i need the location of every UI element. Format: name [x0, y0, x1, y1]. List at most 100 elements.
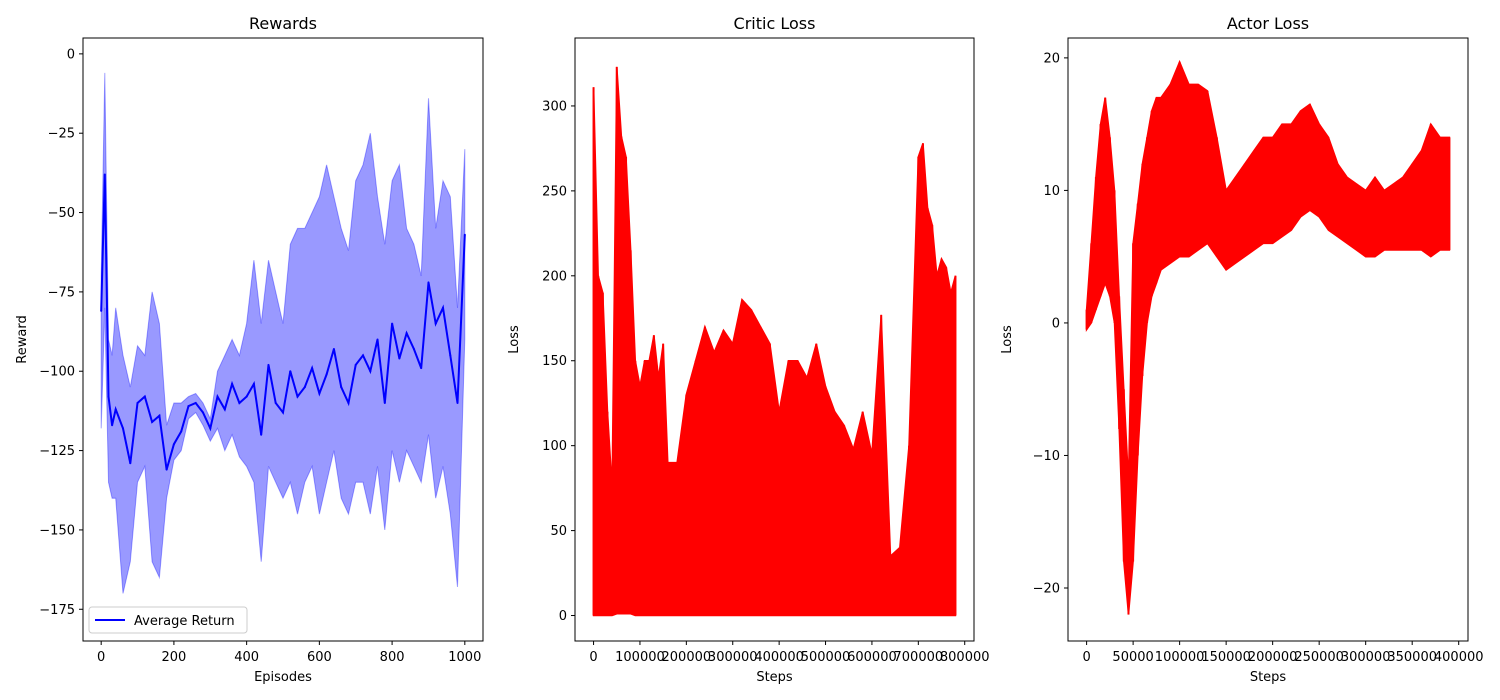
x-tick-label: 400000: [754, 650, 804, 665]
actor-loss-ticks: 0 50000 1000001500002000002500003000003500…: [1033, 51, 1484, 665]
rewards-panel: Rewards Episodes Reward 0 200 400 600 800 100…: [15, 14, 484, 685]
average-return-point: [100, 309, 103, 312]
average-return-point: [209, 427, 212, 430]
actor-loss-xlabel: Steps: [1250, 670, 1287, 685]
x-tick-label: 200000: [662, 650, 712, 665]
y-tick-label: 150: [542, 354, 567, 369]
average-return-point: [456, 401, 459, 404]
y-tick-label: 100: [542, 439, 567, 454]
y-tick-label: 50: [550, 524, 567, 539]
x-tick-label: 200: [161, 650, 186, 665]
y-tick-label: 250: [542, 184, 567, 199]
average-return-point: [340, 386, 343, 389]
y-tick-label: −100: [39, 365, 75, 380]
average-return-point: [391, 322, 394, 325]
average-return-point: [376, 338, 379, 341]
average-return-point: [267, 363, 270, 366]
critic-loss-xlabel: Steps: [756, 670, 793, 685]
average-return-point: [332, 348, 335, 351]
average-return-point: [238, 401, 241, 404]
actor-loss-ylabel: Loss: [1000, 325, 1015, 354]
y-tick-label: 20: [1043, 51, 1060, 66]
average-return-point: [325, 373, 328, 376]
x-tick-label: 800000: [940, 650, 990, 665]
y-tick-label: −125: [39, 444, 75, 459]
x-tick-label: 600000: [847, 650, 897, 665]
rewards-axes-frame: [82, 37, 484, 642]
x-tick-label: 50000: [1112, 650, 1153, 665]
y-tick-label: 0: [1052, 316, 1060, 331]
average-return-point: [202, 411, 204, 414]
critic-loss-ylabel: Loss: [507, 325, 522, 354]
legend-label-average-return: Average Return: [134, 614, 235, 629]
average-return-point: [369, 370, 372, 373]
average-return-point: [187, 405, 190, 408]
average-return-point: [311, 367, 314, 370]
average-return-point: [362, 354, 364, 357]
y-tick-label: −20: [1033, 581, 1060, 596]
average-return-point: [289, 370, 292, 373]
actor-loss-marks: [1085, 59, 1451, 615]
average-return-point: [318, 392, 321, 395]
critic-loss-ticks: 0 100000200000300000400000500000600000700…: [542, 99, 989, 665]
x-tick-label: 100000: [615, 650, 665, 665]
average-return-point: [463, 233, 466, 236]
average-return-point: [260, 433, 263, 436]
average-return-point: [427, 281, 430, 284]
x-tick-label: 150000: [1201, 650, 1251, 665]
average-return-point: [245, 395, 248, 398]
y-tick-label: −75: [48, 285, 75, 300]
x-tick-label: 0: [97, 650, 105, 665]
average-return-point: [129, 462, 132, 465]
average-return-point: [216, 395, 219, 398]
average-return-point: [107, 395, 110, 398]
x-tick-label: 300000: [1341, 650, 1391, 665]
average-return-point: [223, 408, 226, 411]
reward-std-band: [100, 72, 466, 594]
y-tick-label: −25: [48, 127, 75, 142]
y-tick-label: −50: [48, 206, 75, 221]
average-return-point: [194, 401, 197, 404]
critic-loss-area: [592, 66, 957, 617]
average-return-point: [354, 363, 357, 366]
y-tick-label: 200: [542, 269, 567, 284]
average-return-point: [158, 414, 161, 417]
rewards-ylabel: Reward: [15, 315, 30, 363]
x-tick-label: 500000: [801, 650, 851, 665]
x-tick-label: 1000: [448, 650, 481, 665]
average-return-point: [252, 382, 255, 385]
actor-loss-area: [1085, 59, 1451, 615]
x-tick-label: 200000: [1248, 650, 1298, 665]
average-return-point: [405, 332, 408, 335]
y-tick-label: −175: [39, 603, 75, 618]
x-tick-label: 250000: [1294, 650, 1344, 665]
rewards-title: Rewards: [249, 14, 317, 33]
x-tick-label: 100000: [1155, 650, 1205, 665]
average-return-point: [449, 354, 452, 357]
x-tick-label: 400000: [1434, 650, 1484, 665]
x-tick-label: 350000: [1387, 650, 1437, 665]
average-return-point: [180, 430, 183, 433]
x-tick-label: 0: [1082, 650, 1090, 665]
actor-loss-panel: Actor Loss Steps Loss 0 50000 100000150000…: [1000, 14, 1484, 685]
average-return-point: [303, 386, 306, 389]
y-tick-label: −150: [39, 523, 75, 538]
x-tick-label: 700000: [894, 650, 944, 665]
average-return-point: [398, 357, 401, 360]
average-return-point: [114, 408, 117, 411]
average-return-point: [412, 348, 415, 351]
average-return-point: [420, 367, 423, 370]
average-return-point: [231, 382, 234, 385]
critic-loss-panel: Critic Loss Steps Loss 0 1000002000003000…: [507, 14, 990, 685]
average-return-point: [296, 395, 299, 398]
y-tick-label: 0: [67, 47, 75, 62]
average-return-point: [103, 173, 106, 176]
average-return-point: [347, 401, 350, 404]
critic-loss-title: Critic Loss: [734, 14, 816, 33]
average-return-point: [165, 468, 168, 471]
average-return-point: [111, 424, 114, 427]
average-return-point: [383, 401, 386, 404]
rewards-ticks: 0 200 400 600 800 1000 0 −25 −50 −75 −100 −125 −150 −…: [39, 47, 481, 665]
critic-loss-marks: [592, 66, 957, 617]
